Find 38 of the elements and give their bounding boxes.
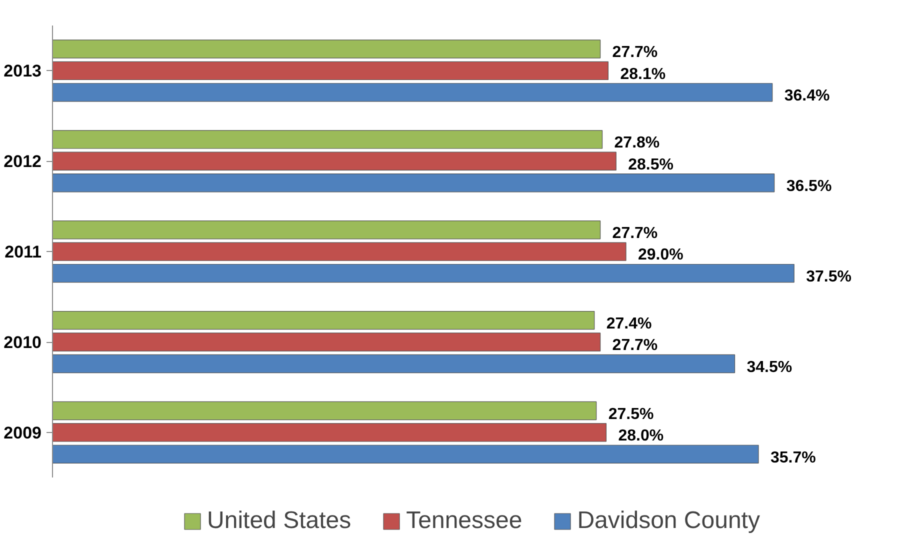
y-tick-label: 2010 [4,333,42,352]
bar [52,242,626,261]
data-label: 37.5% [806,268,852,286]
bar [52,401,597,420]
bar [52,83,773,102]
legend-label: United States [207,507,352,535]
bar [52,40,601,58]
bar [52,332,601,352]
bar [52,444,759,464]
bar [52,174,775,192]
data-label: 27.5% [608,406,654,423]
y-tick-label: 2009 [4,423,42,442]
bar [52,220,601,240]
bar [52,152,616,170]
data-label: 27.7% [612,44,658,62]
bar [52,423,607,442]
bar [52,354,736,374]
y-tick-label: 2011 [4,242,42,262]
legend-label: Tennessee [406,507,522,535]
bar [52,310,595,330]
data-label: 27.4% [606,315,652,332]
bar [52,130,603,149]
data-label: 35.7% [770,449,816,466]
y-tick-label: 2013 [4,62,42,81]
data-label: 36.4% [784,88,830,105]
data-label: 34.5% [746,358,792,376]
data-label: 27.8% [614,134,660,152]
data-label: 27.7% [612,225,658,242]
data-label: 29.0% [638,246,684,264]
y-tick-label: 2012 [4,152,42,172]
bar [52,264,794,283]
data-label: 28.5% [628,156,674,174]
data-label: 28.0% [618,428,664,445]
data-label: 36.5% [786,178,832,195]
data-label: 27.7% [612,337,658,354]
bar [52,61,608,80]
legend-label: Davidson County [577,507,760,535]
data-label: 28.1% [620,66,666,83]
